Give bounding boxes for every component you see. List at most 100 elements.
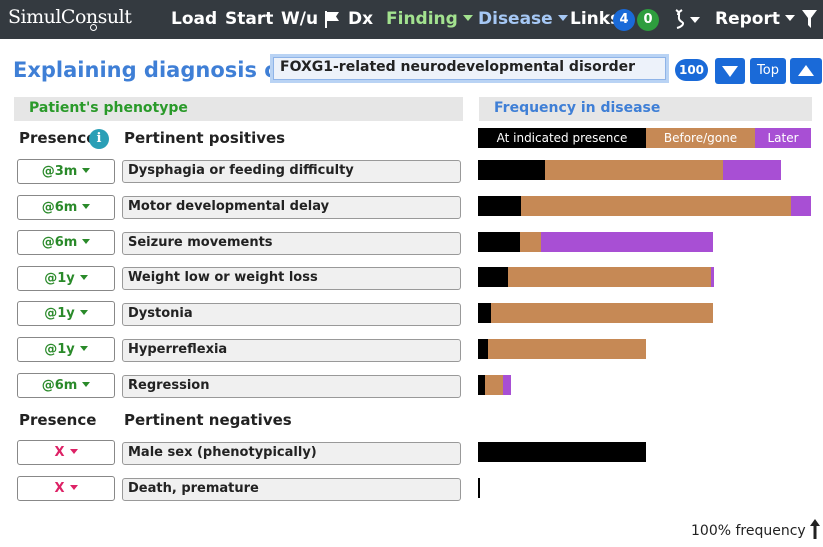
finding-field[interactable]: Weight low or weight loss: [122, 267, 461, 290]
chevron-down-icon: [82, 382, 91, 387]
presence-value: @6m: [41, 378, 78, 393]
nav-start[interactable]: Start: [225, 9, 274, 29]
chevron-down-icon: [462, 15, 473, 21]
chevron-down-icon: [784, 15, 795, 21]
finding-field[interactable]: Dystonia: [122, 303, 461, 326]
diagnosis-score-badge: 100: [675, 59, 708, 81]
patient-phenotype-header: Patient's phenotype: [14, 97, 463, 121]
presence-dropdown[interactable]: @1y: [17, 266, 115, 291]
bar-before-gone: [507, 267, 712, 287]
chevron-down-icon: [557, 15, 568, 21]
finding-field[interactable]: Regression: [122, 375, 461, 398]
chevron-down-icon: [82, 239, 91, 244]
nav-report-label: Report: [715, 9, 780, 29]
bar-at-presence: [478, 232, 520, 252]
dna-menu[interactable]: [673, 9, 700, 31]
nav-workup[interactable]: W/u: [281, 9, 319, 29]
bar-before-gone: [491, 303, 713, 323]
chevron-down-icon: [79, 275, 88, 280]
chevron-down-icon: [79, 346, 88, 351]
negatives-presence-header: Presence: [19, 411, 97, 429]
bar-later: [541, 232, 713, 252]
absence-dropdown[interactable]: X: [17, 440, 115, 465]
chevron-down-icon: [69, 485, 78, 490]
bar-later: [502, 375, 512, 395]
chevron-down-icon: [79, 310, 88, 315]
absence-value: X: [54, 445, 65, 460]
nav-finding-menu[interactable]: Finding: [386, 9, 473, 29]
nav-dx[interactable]: Dx: [348, 9, 374, 29]
links-count-badge-green: 0: [637, 9, 659, 31]
chevron-down-icon: [690, 17, 700, 23]
bar-before-gone: [519, 232, 542, 252]
bar-at-presence: [478, 339, 488, 359]
presence-dropdown[interactable]: @1y: [17, 301, 115, 326]
presence-value: @3m: [41, 164, 78, 179]
bar-before-gone: [521, 196, 791, 216]
finding-field[interactable]: Dysphagia or feeding difficulty: [122, 160, 461, 183]
chevron-down-icon: [82, 168, 91, 173]
bar-at-presence: [478, 478, 480, 498]
bar-at-presence: [478, 267, 508, 287]
chevron-down-icon: [82, 204, 91, 209]
presence-dropdown[interactable]: @6m: [17, 230, 115, 255]
finding-field[interactable]: Seizure movements: [122, 232, 461, 255]
presence-column-header: Presence: [19, 129, 97, 147]
presence-dropdown[interactable]: @6m: [17, 373, 115, 398]
flag-icon[interactable]: [324, 10, 340, 29]
nav-finding-label: Finding: [386, 9, 458, 29]
bar-at-presence: [478, 196, 522, 216]
next-diagnosis-button[interactable]: [715, 58, 745, 84]
nav-disease-menu[interactable]: Disease: [478, 9, 568, 29]
top-button[interactable]: Top: [750, 58, 786, 84]
bar-at-presence: [478, 160, 545, 180]
bar-before-gone: [484, 375, 503, 395]
bar-at-presence: [478, 375, 485, 395]
pertinent-negatives-header: Pertinent negatives: [124, 411, 292, 429]
bar-later: [711, 267, 715, 287]
page-title: Explaining diagnosis of: [13, 58, 288, 82]
absence-value: X: [54, 481, 65, 496]
nav-links-menu[interactable]: Links: [570, 9, 620, 29]
presence-dropdown[interactable]: @3m: [17, 159, 115, 184]
pertinent-positives-header: Pertinent positives: [124, 129, 286, 147]
info-icon[interactable]: i: [89, 129, 109, 149]
presence-dropdown[interactable]: @1y: [17, 337, 115, 362]
finding-field[interactable]: Hyperreflexia: [122, 339, 461, 362]
presence-value: @1y: [44, 342, 75, 357]
legend-before-gone: Before/gone: [646, 128, 755, 148]
previous-diagnosis-button[interactable]: [790, 58, 822, 84]
nav-disease-label: Disease: [478, 9, 553, 29]
presence-value: @6m: [41, 235, 78, 250]
legend-later: Later: [755, 128, 811, 148]
top-navbar: SimulConsult Load Start W/u Dx Finding D…: [0, 0, 823, 39]
finding-field[interactable]: Death, premature: [122, 478, 461, 501]
bar-before-gone: [487, 339, 647, 359]
absence-dropdown[interactable]: X: [17, 476, 115, 501]
arrow-up-icon: [810, 519, 820, 539]
nav-load[interactable]: Load: [171, 9, 218, 29]
arrow-down-icon: [722, 66, 738, 77]
nav-links-label: Links: [570, 9, 621, 29]
bar-at-presence: [478, 442, 647, 462]
dna-icon: [675, 9, 685, 29]
links-count-badge-blue: 4: [613, 9, 635, 31]
filter-icon[interactable]: [801, 9, 818, 29]
bar-at-presence: [478, 303, 492, 323]
diagnosis-input[interactable]: FOXG1-related neurodevelopmental disorde…: [273, 57, 666, 80]
presence-dropdown[interactable]: @6m: [17, 195, 115, 220]
chevron-down-icon: [69, 449, 78, 454]
finding-field[interactable]: Male sex (phenotypically): [122, 442, 461, 465]
frequency-scale-label: 100% frequency: [691, 523, 806, 539]
finding-field[interactable]: Motor developmental delay: [122, 196, 461, 219]
bar-later: [722, 160, 782, 180]
nav-report-menu[interactable]: Report: [715, 9, 795, 29]
presence-value: @1y: [44, 306, 75, 321]
bar-later: [791, 196, 811, 216]
presence-value: @6m: [41, 200, 78, 215]
simulconsult-logo[interactable]: SimulConsult: [8, 6, 132, 28]
presence-value: @1y: [44, 271, 75, 286]
frequency-in-disease-header: Frequency in disease: [479, 97, 812, 121]
bar-before-gone: [544, 160, 723, 180]
arrow-up-icon: [798, 65, 814, 76]
